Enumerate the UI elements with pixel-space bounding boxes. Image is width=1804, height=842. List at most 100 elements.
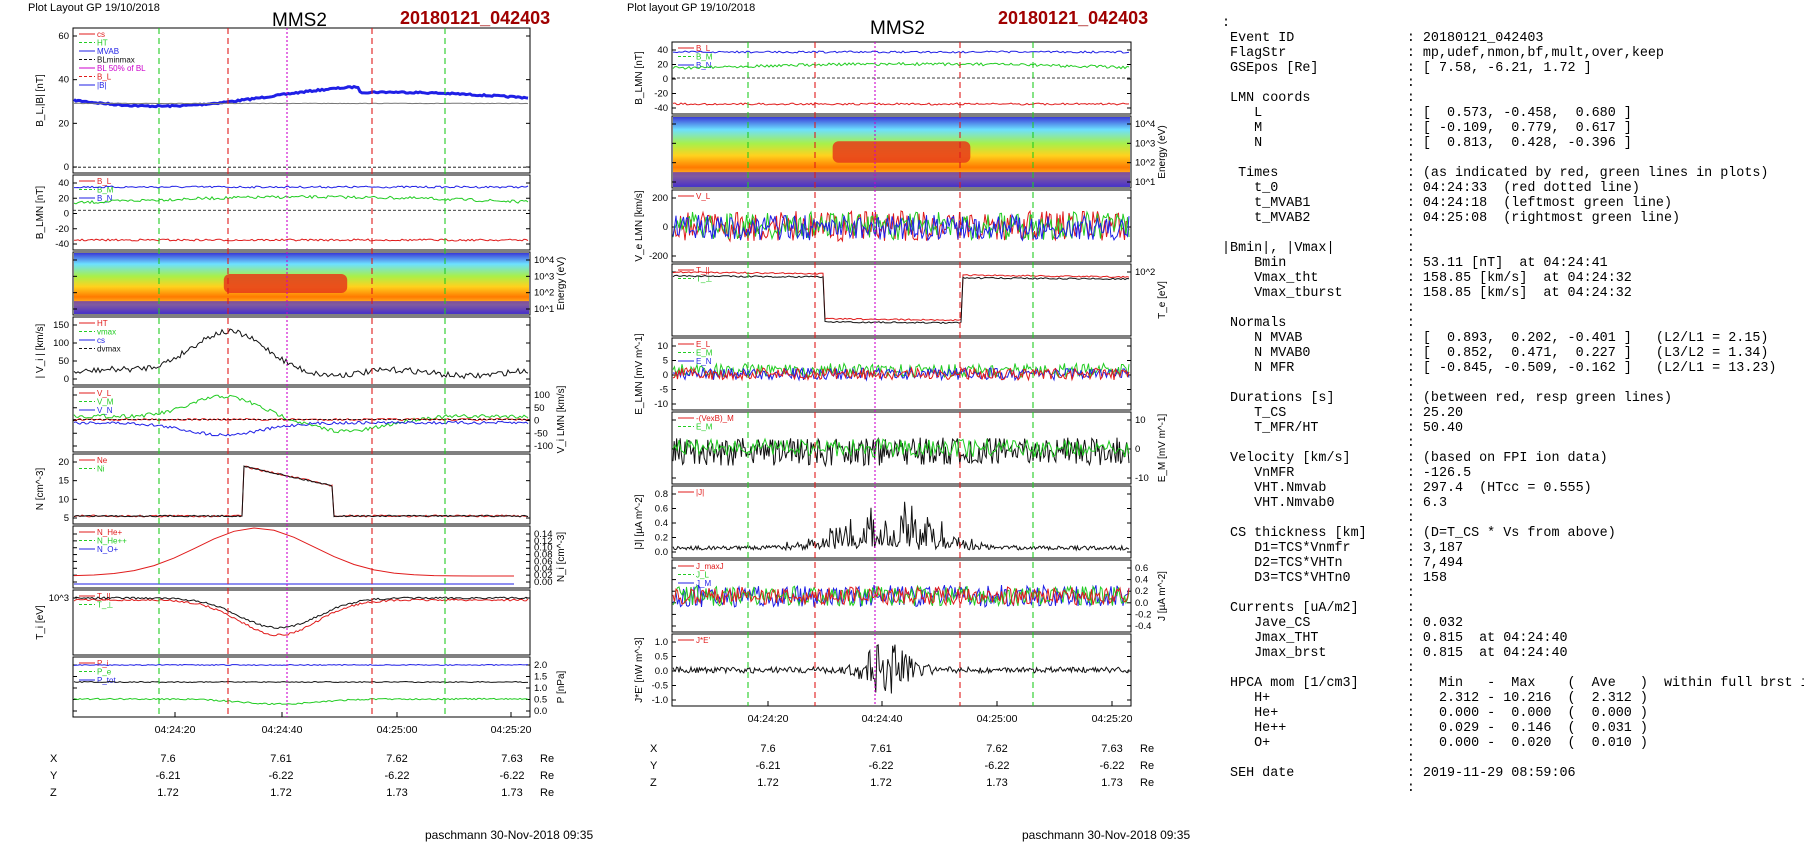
coord-value: -6.21 bbox=[755, 760, 780, 772]
spectrogram-hot-region bbox=[224, 274, 347, 293]
coord-value: 7.6 bbox=[760, 743, 775, 755]
coord-value: 7.63 bbox=[1101, 743, 1122, 755]
summary-line: D3=TCS*VHTn0 : 158 bbox=[1222, 571, 1804, 586]
y-tick-label: 20 bbox=[58, 118, 69, 129]
y-tick-label: 0.4 bbox=[1135, 575, 1148, 586]
y-axis-label: B_LMN [nT] bbox=[634, 51, 645, 105]
summary-line: Jmax_THT : 0.815 at 04:24:40 bbox=[1222, 631, 1804, 646]
middle-footer: paschmann 30-Nov-2018 09:35 bbox=[1022, 828, 1190, 842]
summary-line: |Bmin|, |Vmax| : bbox=[1222, 241, 1804, 256]
y-tick-label: 40 bbox=[657, 45, 668, 56]
summary-line: Durations [s] : (between red, resp green… bbox=[1222, 391, 1804, 406]
summary-line: N MVAB0 : [ 0.852, 0.471, 0.227 ] (L3/L2… bbox=[1222, 346, 1804, 361]
y-axis-label: Energy (eV) bbox=[556, 257, 567, 310]
legend-entry: |J| bbox=[696, 488, 704, 497]
coord-value: -6.22 bbox=[868, 760, 893, 772]
summary-line: t_MVAB1 : 04:24:18 (leftmost green line) bbox=[1222, 196, 1804, 211]
y-axis-label: V_e LMN [km/s] bbox=[634, 190, 645, 261]
x-tick-label: 04:24:20 bbox=[155, 724, 196, 736]
y-tick-label: -0.4 bbox=[1135, 621, 1151, 632]
y-axis-label: Energy (eV) bbox=[1157, 125, 1168, 178]
coord-row-label: Z bbox=[50, 787, 57, 799]
series-line bbox=[74, 466, 528, 517]
summary-line: N : [ 0.813, 0.428, -0.396 ] bbox=[1222, 136, 1804, 151]
y-tick-label: 0 bbox=[663, 222, 668, 233]
summary-line: Vmax_tburst : 158.85 [km/s] at 04:24:32 bbox=[1222, 286, 1804, 301]
y-tick-label: 0 bbox=[64, 209, 69, 220]
y-tick-label: -0.2 bbox=[1135, 609, 1151, 620]
summary-line: FlagStr : mp,udef,nmon,bf,mult,over,keep bbox=[1222, 46, 1804, 61]
summary-line: : bbox=[1222, 511, 1804, 526]
summary-line: D1=TCS*Vnmfr : 3,187 bbox=[1222, 541, 1804, 556]
summary-line: Times : (as indicated by red, green line… bbox=[1222, 166, 1804, 181]
coord-unit: Re bbox=[1140, 777, 1154, 789]
summary-line: : bbox=[1222, 376, 1804, 391]
series-line bbox=[74, 698, 528, 704]
series-line bbox=[74, 528, 514, 576]
y-tick-label: -20 bbox=[55, 224, 69, 235]
y-tick-label: 1.5 bbox=[534, 672, 547, 683]
legend-entry: |B| bbox=[97, 81, 107, 90]
event-summary-text: : Event ID : 20180121_042403 FlagStr : m… bbox=[1222, 16, 1804, 796]
y-tick-label: 60 bbox=[58, 31, 69, 42]
y-axis-label: T_i [eV] bbox=[35, 605, 46, 640]
y-tick-label: 10 bbox=[1135, 415, 1146, 426]
y-axis-label: J*E' [nW m^-3] bbox=[634, 637, 645, 703]
series-line bbox=[74, 329, 528, 378]
y-tick-label: 10 bbox=[657, 341, 668, 352]
panel-8: 0.60.40.20.0-0.2-0.4J [µA m^-2]J_maxJJ_L… bbox=[672, 560, 1168, 632]
summary-line: : bbox=[1222, 661, 1804, 676]
y-tick-label: 0.5 bbox=[534, 695, 547, 706]
summary-line: Jmax_brst : 0.815 at 04:24:40 bbox=[1222, 646, 1804, 661]
coord-value: 1.72 bbox=[270, 787, 291, 799]
panel-frame bbox=[73, 526, 530, 588]
summary-line: : bbox=[1222, 586, 1804, 601]
y-tick-label: 0.0 bbox=[1135, 598, 1148, 609]
panel-9: 1.00.50.0-0.5-1.0J*E' [nW m^-3]J*E' bbox=[634, 634, 1131, 706]
y-tick-label: 100 bbox=[53, 338, 69, 349]
y-tick-label: 200 bbox=[652, 193, 668, 204]
series-line bbox=[74, 665, 528, 666]
panel-frame bbox=[73, 657, 530, 717]
coord-value: 1.73 bbox=[1101, 777, 1122, 789]
x-tick-label: 04:25:20 bbox=[491, 724, 532, 736]
legend-entry: dvmax bbox=[97, 345, 121, 354]
summary-line: : bbox=[1222, 226, 1804, 241]
y-tick-label: 5 bbox=[64, 513, 69, 524]
panel-frame bbox=[73, 28, 530, 173]
coord-row-label: Z bbox=[650, 777, 657, 789]
summary-line: : bbox=[1222, 16, 1804, 31]
summary-line: VHT.Nmvab : 297.4 (HTcc = 0.555) bbox=[1222, 481, 1804, 496]
coord-unit: Re bbox=[540, 753, 554, 765]
series-line bbox=[673, 103, 1129, 105]
series-line bbox=[74, 682, 528, 683]
legend-entry: P_tot bbox=[97, 676, 116, 685]
coord-value: 7.61 bbox=[270, 753, 291, 765]
panel-7: 0.80.60.40.20.0|J| [µA m^-2]|J| bbox=[634, 486, 1131, 558]
y-tick-label: 0.6 bbox=[655, 504, 668, 515]
summary-line: LMN coords : bbox=[1222, 91, 1804, 106]
y-tick-label: -0.5 bbox=[652, 681, 668, 692]
y-tick-label: 20 bbox=[58, 457, 69, 468]
summary-line: : bbox=[1222, 301, 1804, 316]
coord-row-label: Y bbox=[50, 770, 58, 782]
coord-unit: Re bbox=[540, 787, 554, 799]
series-line bbox=[673, 502, 1129, 550]
coord-value: 7.61 bbox=[870, 743, 891, 755]
summary-line: GSEpos [Re] : [ 7.58, -6.21, 1.72 ] bbox=[1222, 61, 1804, 76]
y-tick-label: 10^3 bbox=[534, 271, 554, 282]
y-tick-label: 0 bbox=[663, 74, 668, 85]
y-tick-label: 0 bbox=[64, 162, 69, 173]
y-tick-label: 100 bbox=[534, 390, 550, 401]
coord-value: -6.22 bbox=[984, 760, 1009, 772]
coord-value: 7.62 bbox=[986, 743, 1007, 755]
y-tick-label: 0.0 bbox=[655, 547, 668, 558]
summary-line: M : [ -0.109, 0.779, 0.617 ] bbox=[1222, 121, 1804, 136]
y-axis-label: J [µA m^-2] bbox=[1157, 571, 1168, 621]
summary-line: Event ID : 20180121_042403 bbox=[1222, 31, 1804, 46]
